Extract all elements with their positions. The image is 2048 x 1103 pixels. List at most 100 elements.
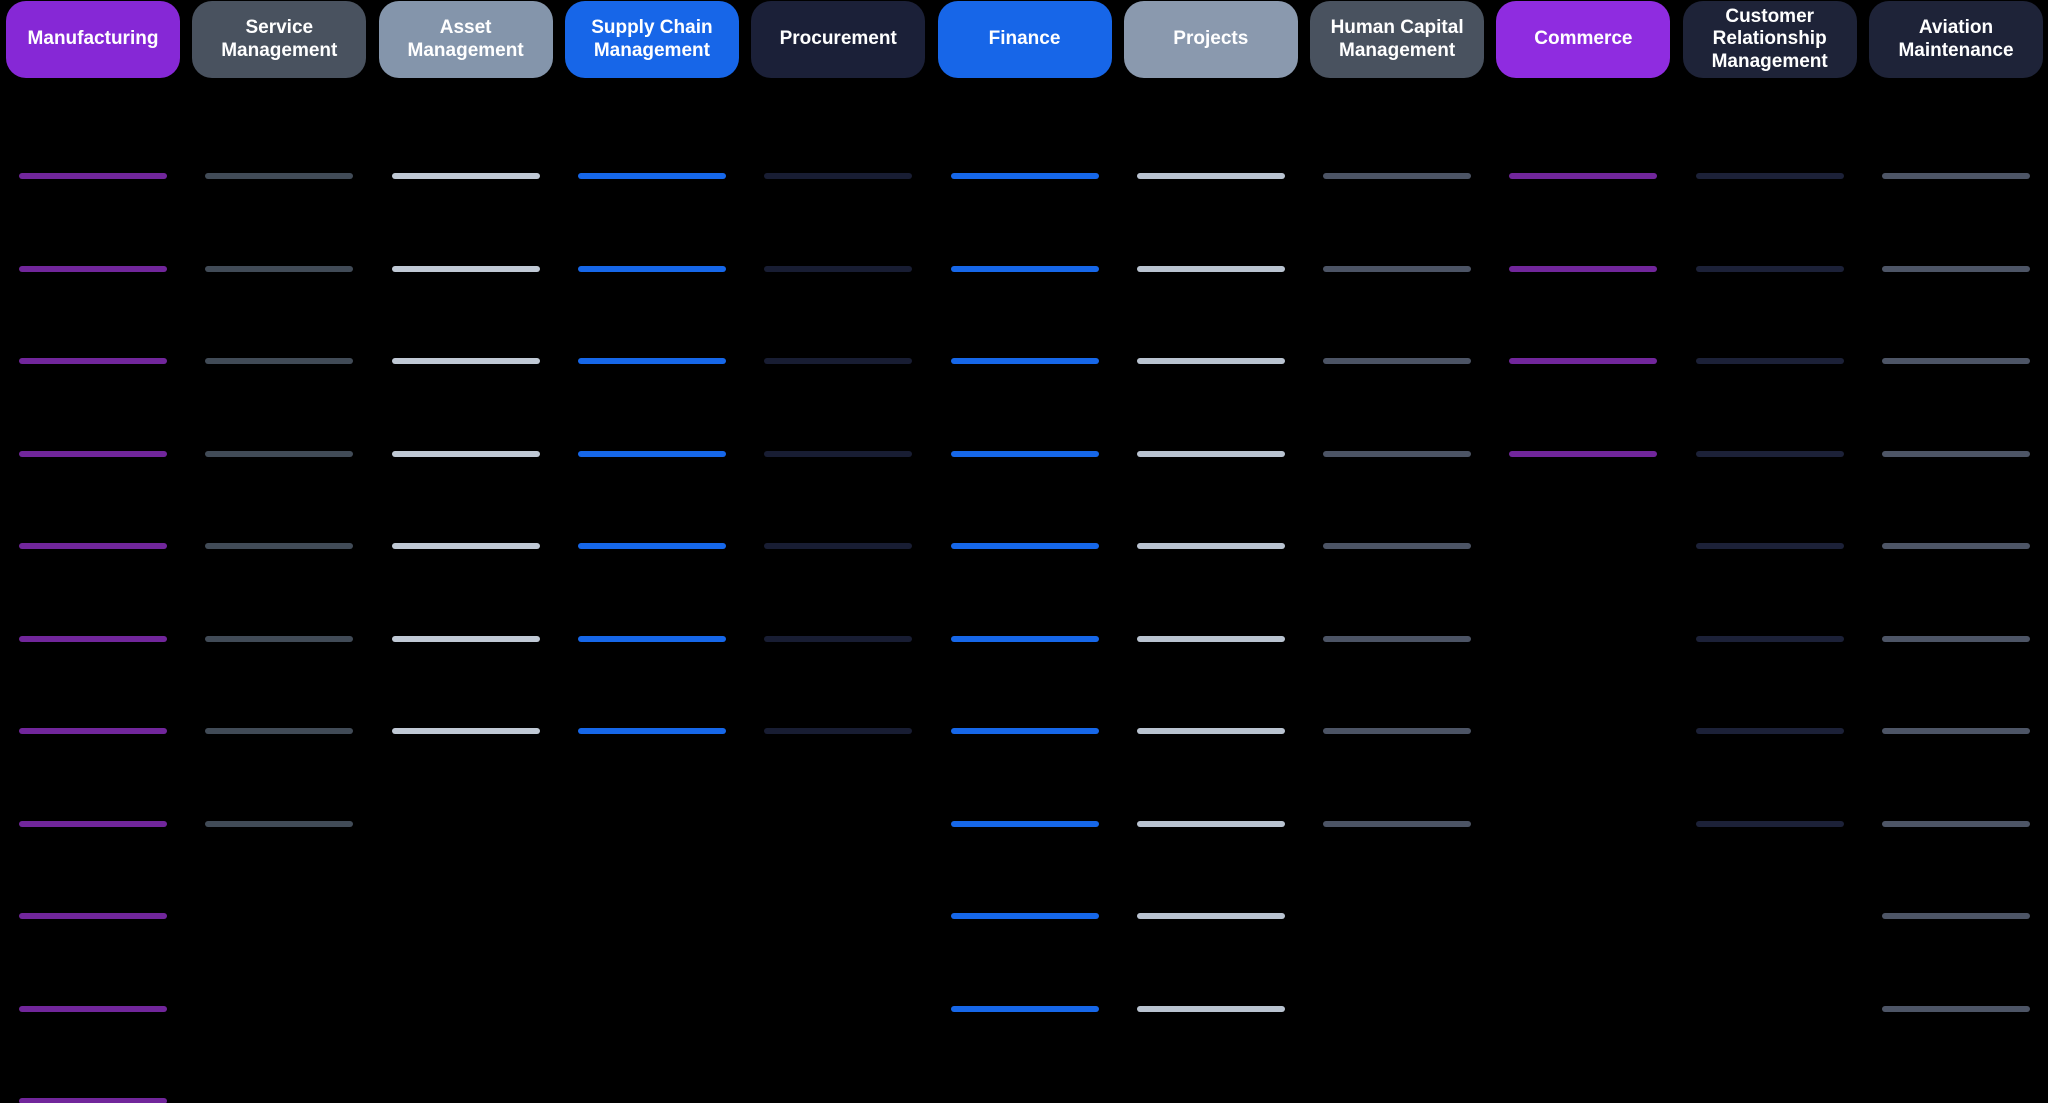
module-item-underline-customer-relationship-management: [1695, 265, 1844, 272]
module-item-underline-human-capital-management: [1323, 450, 1472, 457]
module-item-underline-manufacturing: [19, 820, 167, 827]
module-item-underline-manufacturing: [19, 173, 167, 179]
module-item-underline-service-management: [205, 173, 354, 179]
module-item-underline-aviation-maintenance: [1882, 728, 2030, 734]
module-item-underline-supply-chain-management: [577, 543, 726, 549]
module-item-underline-aviation-maintenance: [1882, 543, 2030, 549]
module-item-underline-human-capital-management: [1323, 820, 1472, 827]
module-item-underline-customer-relationship-management: [1695, 820, 1844, 827]
module-item-underline-commerce: [1509, 450, 1658, 457]
module-pill-asset-management[interactable]: Asset Management: [378, 1, 553, 78]
module-item-underline-procurement: [764, 543, 913, 549]
module-item-underline-manufacturing: [19, 543, 167, 549]
module-item-underline-finance: [950, 358, 1099, 364]
module-item-underline-procurement: [764, 173, 913, 179]
module-item-underline-finance: [950, 820, 1099, 827]
module-item-underline-projects: [1136, 173, 1285, 179]
module-item-underline-manufacturing: [19, 635, 167, 642]
module-pill-service-management[interactable]: Service Management: [192, 1, 367, 78]
module-item-underline-projects: [1136, 358, 1285, 364]
module-pill-projects[interactable]: Projects: [1123, 1, 1298, 78]
module-item-underline-manufacturing: [19, 265, 167, 272]
module-item-underline-manufacturing: [19, 913, 167, 919]
module-item-underline-procurement: [764, 635, 913, 642]
module-item-underline-asset-management: [391, 728, 540, 734]
module-item-underline-procurement: [764, 358, 913, 364]
module-item-underline-manufacturing: [19, 450, 167, 457]
module-item-underline-aviation-maintenance: [1882, 820, 2030, 827]
module-item-underline-customer-relationship-management: [1695, 358, 1844, 364]
module-item-underline-supply-chain-management: [577, 450, 726, 457]
module-item-underline-customer-relationship-management: [1695, 450, 1844, 457]
module-item-underline-manufacturing: [19, 728, 167, 734]
module-item-underline-procurement: [764, 265, 913, 272]
module-item-underline-asset-management: [391, 265, 540, 272]
module-item-underline-service-management: [205, 358, 354, 364]
module-item-underline-projects: [1136, 543, 1285, 549]
module-item-underline-finance: [950, 543, 1099, 549]
module-item-underline-supply-chain-management: [577, 265, 726, 272]
module-item-underline-aviation-maintenance: [1882, 1005, 2030, 1012]
module-pill-finance[interactable]: Finance: [937, 1, 1112, 78]
module-item-underline-service-management: [205, 450, 354, 457]
module-item-underline-aviation-maintenance: [1882, 173, 2030, 179]
module-pill-customer-relationship-management[interactable]: Customer Relationship Management: [1682, 1, 1857, 78]
module-item-underline-asset-management: [391, 173, 540, 179]
module-item-underline-projects: [1136, 450, 1285, 457]
module-item-underline-supply-chain-management: [577, 358, 726, 364]
module-item-underline-customer-relationship-management: [1695, 173, 1844, 179]
module-item-underline-projects: [1136, 820, 1285, 827]
module-pill-procurement[interactable]: Procurement: [751, 1, 926, 78]
module-item-underline-manufacturing: [19, 1098, 167, 1103]
module-item-underline-finance: [950, 1005, 1099, 1012]
module-pill-manufacturing[interactable]: Manufacturing: [6, 1, 180, 78]
module-item-underline-finance: [950, 913, 1099, 919]
module-item-underline-service-management: [205, 728, 354, 734]
module-item-underline-projects: [1136, 1005, 1285, 1012]
module-item-underline-human-capital-management: [1323, 635, 1472, 642]
module-item-underline-aviation-maintenance: [1882, 450, 2030, 457]
module-item-underline-human-capital-management: [1323, 543, 1472, 549]
module-item-underline-asset-management: [391, 450, 540, 457]
module-item-underline-human-capital-management: [1323, 265, 1472, 272]
module-item-underline-manufacturing: [19, 358, 167, 364]
module-item-underline-service-management: [205, 635, 354, 642]
module-item-underline-service-management: [205, 265, 354, 272]
module-item-underline-finance: [950, 728, 1099, 734]
module-item-underline-aviation-maintenance: [1882, 265, 2030, 272]
module-item-underline-asset-management: [391, 543, 540, 549]
module-item-underline-procurement: [764, 450, 913, 457]
module-item-underline-manufacturing: [19, 1005, 167, 1012]
module-pill-human-capital-management[interactable]: Human Capital Management: [1310, 1, 1485, 78]
module-item-underline-service-management: [205, 543, 354, 549]
module-item-underline-commerce: [1509, 265, 1658, 272]
module-item-underline-human-capital-management: [1323, 173, 1472, 179]
module-item-underline-service-management: [205, 820, 354, 827]
module-item-underline-projects: [1136, 265, 1285, 272]
module-item-underline-supply-chain-management: [577, 173, 726, 179]
module-pill-supply-chain-management[interactable]: Supply Chain Management: [564, 1, 739, 78]
module-item-underline-projects: [1136, 635, 1285, 642]
module-item-underline-finance: [950, 173, 1099, 179]
module-item-underline-human-capital-management: [1323, 358, 1472, 364]
module-item-underline-customer-relationship-management: [1695, 543, 1844, 549]
module-item-underline-procurement: [764, 728, 913, 734]
module-item-underline-supply-chain-management: [577, 728, 726, 734]
module-item-underline-projects: [1136, 913, 1285, 919]
module-item-underline-commerce: [1509, 173, 1658, 179]
module-item-underline-projects: [1136, 728, 1285, 734]
module-item-underline-customer-relationship-management: [1695, 728, 1844, 734]
module-item-underline-customer-relationship-management: [1695, 635, 1844, 642]
module-item-underline-aviation-maintenance: [1882, 635, 2030, 642]
module-item-underline-aviation-maintenance: [1882, 358, 2030, 364]
module-item-underline-finance: [950, 635, 1099, 642]
module-item-underline-finance: [950, 450, 1099, 457]
module-pill-aviation-maintenance[interactable]: Aviation Maintenance: [1869, 1, 2043, 78]
module-item-underline-supply-chain-management: [577, 635, 726, 642]
module-item-underline-finance: [950, 265, 1099, 272]
module-pill-commerce[interactable]: Commerce: [1496, 1, 1671, 78]
module-item-underline-commerce: [1509, 358, 1658, 364]
module-item-underline-asset-management: [391, 358, 540, 364]
module-item-underline-human-capital-management: [1323, 728, 1472, 734]
